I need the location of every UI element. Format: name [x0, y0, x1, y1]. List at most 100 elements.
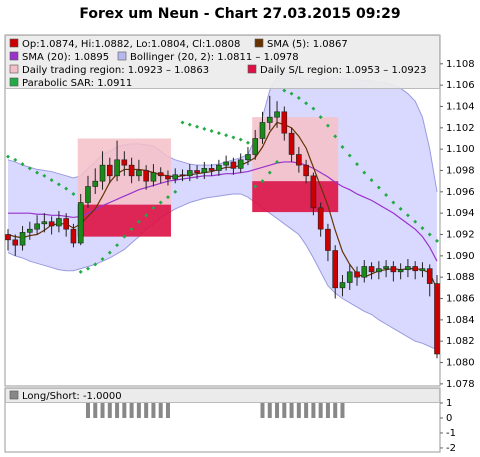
- candle-body: [34, 223, 40, 230]
- sar-dot: [78, 269, 83, 274]
- long-short-bar: [340, 402, 345, 418]
- legend: Op:1.0874, Hi:1.0882, Lo:1.0804, Cl:1.08…: [9, 38, 426, 89]
- sar-dot: [165, 195, 170, 200]
- candle-body: [274, 111, 280, 118]
- candle-body: [376, 268, 382, 273]
- sar-dot: [151, 205, 156, 210]
- y-tick-label: 1.078: [446, 379, 475, 390]
- candle-body: [368, 266, 375, 273]
- sar-dot: [289, 91, 294, 96]
- chart-title: Forex um Neun - Chart 27.03.2015 09:29: [79, 6, 400, 22]
- y-tick-label: 1: [446, 398, 452, 409]
- y-tick-label: 1.080: [446, 358, 475, 369]
- lower-plot: Long/Short: -1.0000 1 0 -1 -2: [9, 390, 456, 454]
- long-short-bar: [122, 402, 127, 418]
- candle-body: [208, 168, 215, 171]
- legend-swatch: [117, 51, 127, 61]
- long-short-bar: [282, 402, 287, 418]
- candle-body: [266, 116, 273, 123]
- legend-label: Long/Short: -1.0000: [22, 391, 122, 402]
- candle-body: [390, 266, 397, 273]
- sar-dot: [267, 170, 272, 175]
- legend-label: Op:1.0874, Hi:1.0882, Lo:1.0804, Cl:1.08…: [22, 39, 240, 50]
- plot-area: [5, 71, 440, 359]
- sar-dot: [435, 238, 439, 243]
- legend-label: SMA (20): 1.0895: [22, 52, 109, 63]
- candle-body: [397, 269, 404, 273]
- y-tick-label: 0: [446, 413, 452, 424]
- sar-dot: [158, 200, 163, 205]
- candle-body: [12, 239, 19, 246]
- legend-box: [5, 35, 440, 89]
- sar-dot: [209, 129, 214, 133]
- long-short-bar: [304, 402, 309, 418]
- long-short-bar: [100, 402, 105, 418]
- long-short-bar: [144, 402, 149, 418]
- long-short-bar: [93, 402, 98, 418]
- sar-dot: [100, 257, 105, 262]
- candle-body: [216, 164, 222, 171]
- candle-body: [121, 159, 128, 166]
- long-short-bar: [311, 402, 316, 418]
- y-tick-label: 1.094: [446, 208, 475, 219]
- sl-region: [252, 181, 339, 213]
- candle-body: [92, 180, 99, 187]
- sar-dot: [333, 134, 338, 139]
- y-tick-label: 1.108: [446, 59, 475, 70]
- candle-body: [332, 250, 339, 289]
- candle-body: [223, 161, 229, 166]
- sar-dot: [136, 219, 141, 224]
- candle-body: [77, 202, 84, 244]
- long-short-bar: [267, 402, 272, 418]
- y-tick-label: 1.082: [446, 336, 475, 347]
- sar-dot: [376, 185, 381, 190]
- long-short-bar: [107, 402, 112, 418]
- candle-body: [354, 271, 360, 278]
- long-short-bar: [296, 402, 301, 418]
- long-short-bar: [165, 402, 170, 418]
- sar-dot: [129, 227, 134, 232]
- y-tick-label: 1.090: [446, 251, 475, 262]
- long-short-bar: [289, 402, 294, 418]
- y-tick-label: 1.096: [446, 187, 475, 198]
- sar-dot: [405, 213, 410, 218]
- candle-body: [426, 268, 433, 284]
- candle-body: [128, 164, 135, 177]
- sar-dot: [173, 189, 178, 194]
- candle-body: [172, 174, 179, 180]
- long-short-bar: [85, 402, 90, 418]
- candle-body: [346, 271, 353, 283]
- candle-body: [19, 232, 26, 246]
- candle-body: [85, 186, 91, 203]
- sar-dot: [107, 250, 112, 255]
- legend-label: Daily trading region: 1.0923 – 1.0863: [22, 65, 209, 76]
- sar-dot: [144, 213, 149, 218]
- sar-dot: [391, 200, 396, 205]
- long-short-bar: [260, 402, 265, 418]
- candle-body: [157, 172, 164, 177]
- candle-body: [194, 170, 200, 173]
- candle-body: [27, 228, 33, 233]
- candle-body: [405, 266, 411, 271]
- y-tick-label: 1.086: [446, 294, 475, 305]
- y-tick-label: 1.106: [446, 80, 475, 91]
- candle-body: [106, 164, 113, 177]
- candle-body: [296, 154, 302, 166]
- long-short-bar: [129, 402, 134, 418]
- sar-dot: [362, 170, 367, 175]
- sar-dot: [64, 186, 69, 191]
- candle-body: [186, 170, 193, 177]
- sar-dot: [245, 140, 250, 145]
- candle-body: [303, 164, 309, 177]
- legend-swatch: [9, 51, 19, 61]
- candle-body: [259, 122, 266, 139]
- candle-body: [434, 283, 440, 355]
- lower-legend-box: [5, 388, 440, 403]
- candle-body: [361, 266, 368, 278]
- candle-body: [5, 234, 11, 241]
- sar-dot: [93, 262, 98, 267]
- sar-dot: [231, 135, 236, 140]
- long-short-bar: [318, 402, 323, 418]
- y-tick-label: 1.084: [446, 315, 475, 326]
